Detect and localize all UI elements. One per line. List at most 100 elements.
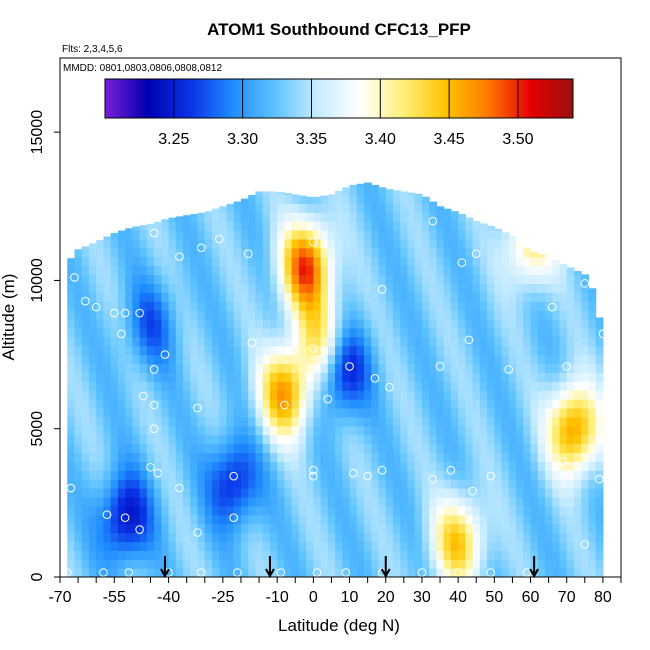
heatmap-cell [443, 274, 452, 284]
heatmap-cell [385, 568, 394, 577]
heatmap-cell [67, 336, 76, 347]
heatmap-cell [458, 213, 466, 222]
heatmap-cell [146, 443, 155, 454]
heatmap-cell [544, 310, 553, 320]
heatmap-cell [146, 292, 155, 302]
heatmap-cell [501, 381, 510, 391]
heatmap-cell [356, 488, 365, 498]
heatmap-cell [255, 191, 264, 196]
heatmap-cell [501, 505, 510, 516]
heatmap-cell [335, 461, 343, 471]
heatmap-cell [154, 381, 162, 391]
heatmap-cell [125, 310, 133, 320]
heatmap-cell [544, 488, 553, 498]
heatmap-cell [146, 336, 155, 347]
heatmap-cell [458, 416, 466, 427]
heatmap-cell [472, 390, 481, 400]
heatmap-cell [204, 256, 213, 267]
heatmap-cell [117, 488, 126, 498]
heatmap-cell [320, 230, 329, 240]
heatmap-cell [421, 416, 430, 427]
heatmap-cell [226, 265, 235, 276]
heatmap-cell [277, 363, 285, 373]
heatmap-cell [450, 496, 459, 507]
heatmap-cell [487, 407, 495, 418]
heatmap-cell [436, 256, 445, 267]
heatmap-cells [67, 182, 604, 577]
heatmap-cell [146, 372, 155, 382]
heatmap-cell [508, 532, 517, 543]
heatmap-cell [327, 212, 336, 222]
heatmap-cell [516, 523, 524, 534]
heatmap-cell [573, 292, 582, 302]
heatmap-cell [139, 532, 148, 543]
heatmap-cell [190, 568, 199, 577]
heatmap-cell [429, 345, 438, 356]
heatmap-cell [429, 292, 438, 302]
heatmap-cell [269, 550, 278, 560]
heatmap-cell [277, 514, 285, 525]
heatmap-cell [284, 194, 293, 204]
heatmap-cell [342, 221, 351, 231]
heatmap-cell [429, 416, 438, 427]
heatmap-cell [298, 354, 307, 365]
heatmap-cell [487, 354, 495, 365]
heatmap-cell [190, 541, 199, 551]
heatmap-cell [277, 532, 285, 543]
x-tick-label: 0 [309, 589, 318, 606]
heatmap-cell [429, 479, 438, 489]
heatmap-cell [581, 443, 590, 454]
sample-point [62, 568, 72, 577]
sample-point [377, 465, 387, 475]
heatmap-cell [139, 247, 148, 258]
heatmap-cell [190, 550, 199, 560]
heatmap-cell [327, 221, 336, 231]
heatmap-cell [530, 541, 539, 551]
heatmap-cell [240, 416, 249, 427]
heatmap-cell [487, 327, 495, 338]
heatmap-cell [349, 416, 358, 427]
heatmap-cell [269, 212, 278, 222]
heatmap-cell [335, 238, 343, 249]
heatmap-cell [349, 318, 358, 329]
heatmap-cell [212, 327, 220, 338]
heatmap-cell [335, 336, 343, 347]
heatmap-cell [313, 345, 322, 356]
heatmap-cell [378, 372, 387, 382]
heatmap-cell [349, 505, 358, 516]
heatmap-cell [429, 256, 438, 267]
heatmap-cell [595, 381, 604, 391]
heatmap-cell [371, 256, 380, 267]
heatmap-cell [233, 550, 242, 560]
heatmap-cell [255, 461, 264, 471]
heatmap-cell [168, 416, 177, 427]
heatmap-cell [117, 470, 126, 480]
heatmap-cell [494, 425, 503, 436]
heatmap-cell [400, 559, 409, 569]
heatmap-cell [146, 479, 155, 489]
heatmap-cell [67, 425, 76, 436]
heatmap-cell [494, 390, 503, 400]
heatmap-cell [588, 479, 597, 489]
heatmap-cell [197, 230, 206, 240]
heatmap-cell [479, 452, 488, 462]
heatmap-cell [320, 318, 329, 329]
heatmap-cell [81, 327, 90, 338]
heatmap-cell [125, 479, 133, 489]
heatmap-cell [443, 532, 452, 543]
heatmap-cell [508, 452, 517, 462]
heatmap-cell [233, 568, 242, 577]
heatmap-cell [566, 292, 575, 302]
heatmap-cell [212, 523, 220, 534]
heatmap-cell [465, 550, 474, 560]
heatmap-cell [183, 523, 191, 534]
heatmap-cell [342, 541, 351, 551]
heatmap-cell [197, 327, 206, 338]
heatmap-cell [559, 523, 568, 534]
heatmap-cell [197, 479, 206, 489]
heatmap-cell [175, 381, 184, 391]
heatmap-cell [168, 221, 177, 231]
heatmap-cell [306, 301, 314, 311]
heatmap-cell [154, 247, 162, 258]
sample-point [580, 279, 590, 288]
